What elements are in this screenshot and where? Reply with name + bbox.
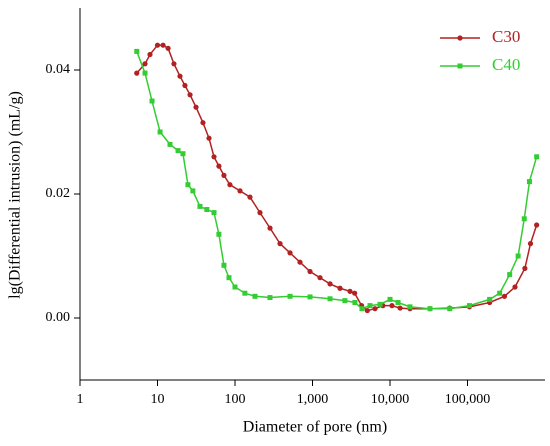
data-point xyxy=(487,296,493,302)
data-point xyxy=(307,268,313,275)
data-point xyxy=(389,303,395,309)
data-point xyxy=(157,129,163,135)
data-point xyxy=(232,284,238,290)
data-point xyxy=(226,275,232,281)
data-point xyxy=(204,207,210,212)
data-point xyxy=(171,61,177,67)
data-point xyxy=(267,225,273,231)
data-point xyxy=(187,92,193,98)
x-tick-label: 10,000 xyxy=(371,392,410,407)
data-point xyxy=(160,42,166,48)
legend-marker xyxy=(457,63,463,69)
x-tick-label: 100 xyxy=(225,392,246,407)
legend-marker xyxy=(457,35,463,41)
data-point xyxy=(200,120,206,126)
data-point xyxy=(221,262,227,268)
data-point xyxy=(387,296,393,302)
data-point xyxy=(397,305,403,311)
data-point xyxy=(407,304,413,310)
data-point xyxy=(154,42,161,48)
legend-label: C30 xyxy=(492,27,520,46)
y-axis-label: lg(Differential intrusion) (mL/g) xyxy=(7,91,24,299)
data-point xyxy=(247,194,253,200)
data-point xyxy=(216,163,222,169)
data-point xyxy=(211,154,217,160)
data-point xyxy=(307,294,313,300)
data-point xyxy=(297,259,303,265)
series-line xyxy=(136,44,538,312)
data-point xyxy=(327,296,333,302)
data-point xyxy=(522,265,528,271)
data-point xyxy=(149,98,155,104)
data-point xyxy=(185,182,191,188)
data-point xyxy=(342,298,348,304)
data-point xyxy=(372,306,378,312)
data-point xyxy=(515,253,521,259)
data-point xyxy=(359,306,365,312)
data-point xyxy=(182,82,188,89)
data-point xyxy=(257,210,263,216)
data-point xyxy=(364,307,370,314)
x-axis-label: Diameter of pore (nm) xyxy=(243,419,387,436)
data-point xyxy=(142,70,148,76)
x-tick-label: 100,000 xyxy=(445,392,491,407)
data-point xyxy=(287,293,293,299)
data-point xyxy=(466,303,472,309)
data-point xyxy=(327,281,333,287)
data-point xyxy=(177,73,183,79)
y-tick-label: 0.00 xyxy=(46,310,71,325)
data-point xyxy=(221,172,227,178)
data-point xyxy=(193,104,199,110)
data-point xyxy=(197,203,203,209)
data-point xyxy=(252,293,258,299)
x-tick-label: 10 xyxy=(151,392,165,407)
series-line xyxy=(136,51,538,310)
data-point xyxy=(447,306,453,312)
data-point xyxy=(216,231,222,237)
data-point xyxy=(512,284,518,290)
data-point xyxy=(377,301,383,307)
data-point xyxy=(147,51,153,58)
data-point xyxy=(206,135,212,141)
data-point xyxy=(134,70,140,76)
x-tick-label: 1 xyxy=(77,392,84,407)
data-point xyxy=(497,290,503,296)
data-point xyxy=(180,151,186,157)
data-point xyxy=(242,290,248,296)
data-point xyxy=(367,303,373,309)
data-point xyxy=(347,288,353,294)
data-point xyxy=(317,275,323,281)
data-point xyxy=(227,182,233,188)
data-point xyxy=(521,216,527,222)
legend-label: C40 xyxy=(492,55,520,74)
x-tick-label: 1,000 xyxy=(297,392,329,407)
y-tick-label: 0.04 xyxy=(46,62,71,77)
data-point xyxy=(287,250,293,256)
data-point xyxy=(507,272,513,278)
data-point xyxy=(237,188,243,194)
data-point xyxy=(337,285,343,291)
data-point xyxy=(427,306,433,312)
data-point xyxy=(190,188,196,194)
data-point xyxy=(352,300,358,305)
data-point xyxy=(134,48,140,54)
y-tick-label: 0.02 xyxy=(46,186,71,201)
data-point xyxy=(277,241,283,247)
data-point xyxy=(534,154,540,160)
data-point xyxy=(352,290,358,296)
data-point xyxy=(165,45,171,51)
data-point xyxy=(142,61,148,67)
data-point xyxy=(501,293,508,299)
data-point xyxy=(534,222,540,228)
data-point xyxy=(395,300,401,305)
data-point xyxy=(175,148,181,154)
data-point xyxy=(167,141,173,147)
data-point xyxy=(267,295,273,301)
data-point xyxy=(527,241,534,247)
data-point xyxy=(526,179,532,185)
data-point xyxy=(211,210,217,216)
